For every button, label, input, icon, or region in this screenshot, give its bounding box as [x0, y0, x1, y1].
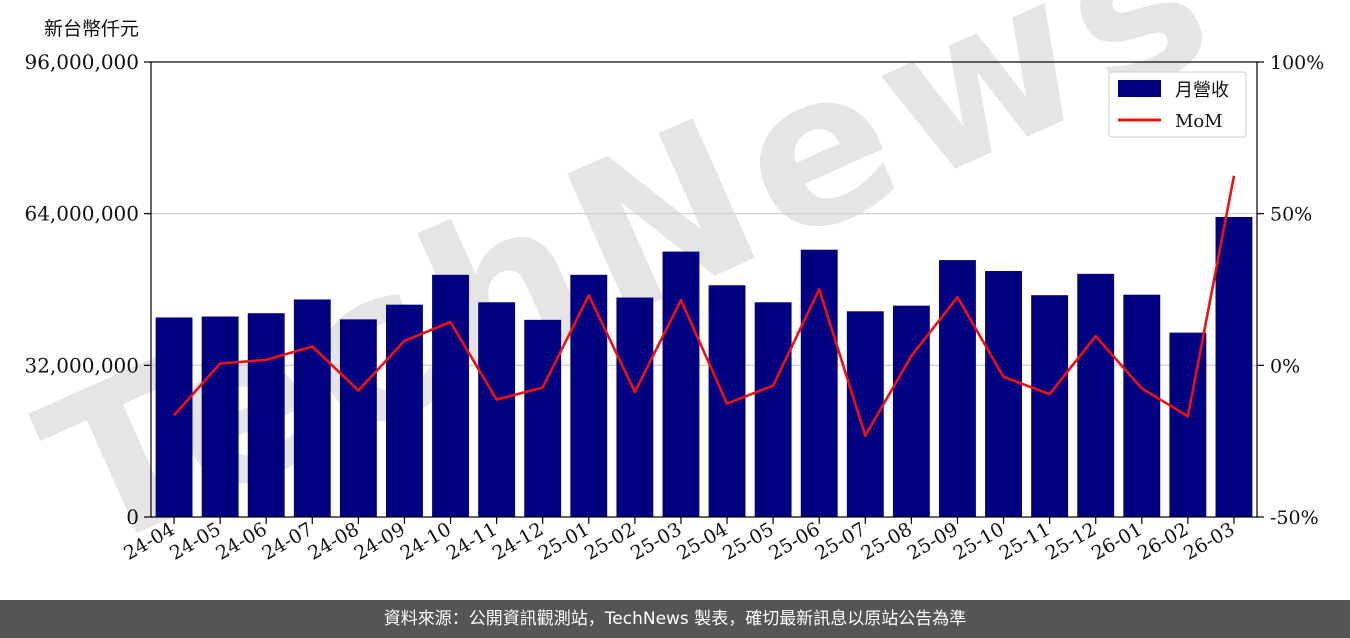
revenue-bar	[1031, 295, 1069, 517]
revenue-bar	[570, 274, 608, 517]
revenue-bar	[201, 316, 239, 517]
revenue-bar	[754, 302, 792, 517]
revenue-bar	[247, 313, 285, 517]
right-axis-tick-label: 50%	[1270, 204, 1312, 226]
x-axis-tick-label: 24-10	[397, 518, 455, 564]
source-footer: 資料來源：公開資訊觀測站，TechNews 製表，確切最新訊息以原站公告為準	[0, 600, 1350, 638]
revenue-chart: TechNews 032,000,00064,000,00096,000,000…	[10, 0, 1324, 600]
revenue-bar	[1123, 294, 1161, 517]
left-axis-tick-label: 32,000,000	[24, 353, 139, 377]
revenue-bar	[616, 297, 654, 517]
revenue-bar	[939, 260, 976, 517]
x-axis-tick-label: 24-12	[489, 518, 547, 564]
x-axis-tick-label: 25-07	[811, 518, 869, 564]
x-axis-tick-label: 25-10	[950, 518, 1008, 564]
left-axis-tick-label: 64,000,000	[24, 202, 139, 226]
x-axis-tick-label: 25-11	[996, 518, 1054, 564]
legend-label-revenue: 月營收	[1175, 80, 1229, 101]
legend-label-mom: MoM	[1175, 111, 1223, 132]
x-axis-tick-label: 25-12	[1042, 518, 1100, 564]
right-axis-tick-label: 100%	[1270, 52, 1324, 74]
left-axis-tick-label: 0	[126, 505, 139, 529]
x-axis-tick-label: 25-06	[765, 518, 823, 564]
revenue-bar	[478, 302, 516, 517]
right-axis-tick-label: -50%	[1270, 507, 1319, 529]
legend-bar-swatch	[1118, 80, 1161, 97]
x-axis-tick-label: 26-02	[1134, 518, 1192, 564]
revenue-bar	[1077, 273, 1115, 517]
x-axis-tick-label: 26-01	[1088, 518, 1146, 564]
revenue-bar	[155, 317, 193, 517]
x-axis-tick-label: 24-09	[351, 518, 409, 564]
revenue-bar	[1215, 216, 1253, 517]
x-axis-tick-label: 25-09	[904, 518, 962, 564]
x-axis-tick-label: 26-03	[1180, 518, 1238, 564]
x-axis-tick-label: 25-02	[581, 518, 639, 564]
x-axis-tick-label: 24-08	[304, 518, 362, 564]
revenue-bar	[293, 299, 331, 517]
left-axis-tick-label: 96,000,000	[24, 50, 139, 74]
revenue-bar	[662, 251, 700, 518]
x-axis-tick-label: 24-11	[443, 518, 501, 564]
mom-line	[173, 175, 1236, 438]
revenue-bar	[1169, 332, 1207, 517]
revenue-bar	[985, 271, 1022, 517]
revenue-bar	[800, 249, 838, 517]
revenue-bar	[892, 305, 930, 517]
legend: 月營收 MoM	[1108, 71, 1247, 138]
plot-frame	[150, 61, 1258, 518]
x-axis-tick-label: 25-05	[719, 518, 777, 564]
x-axis-tick-label: 25-04	[673, 518, 731, 564]
x-axis-tick-label: 25-01	[535, 518, 593, 564]
y-axis-unit-label: 新台幣仟元	[44, 18, 140, 40]
x-axis-tick-label: 25-03	[627, 518, 685, 564]
right-axis-tick-label: 0%	[1270, 355, 1300, 377]
revenue-bar	[432, 274, 469, 517]
revenue-bar	[339, 319, 377, 517]
x-axis-tick-label: 25-08	[857, 518, 915, 564]
revenue-bar	[524, 319, 562, 517]
